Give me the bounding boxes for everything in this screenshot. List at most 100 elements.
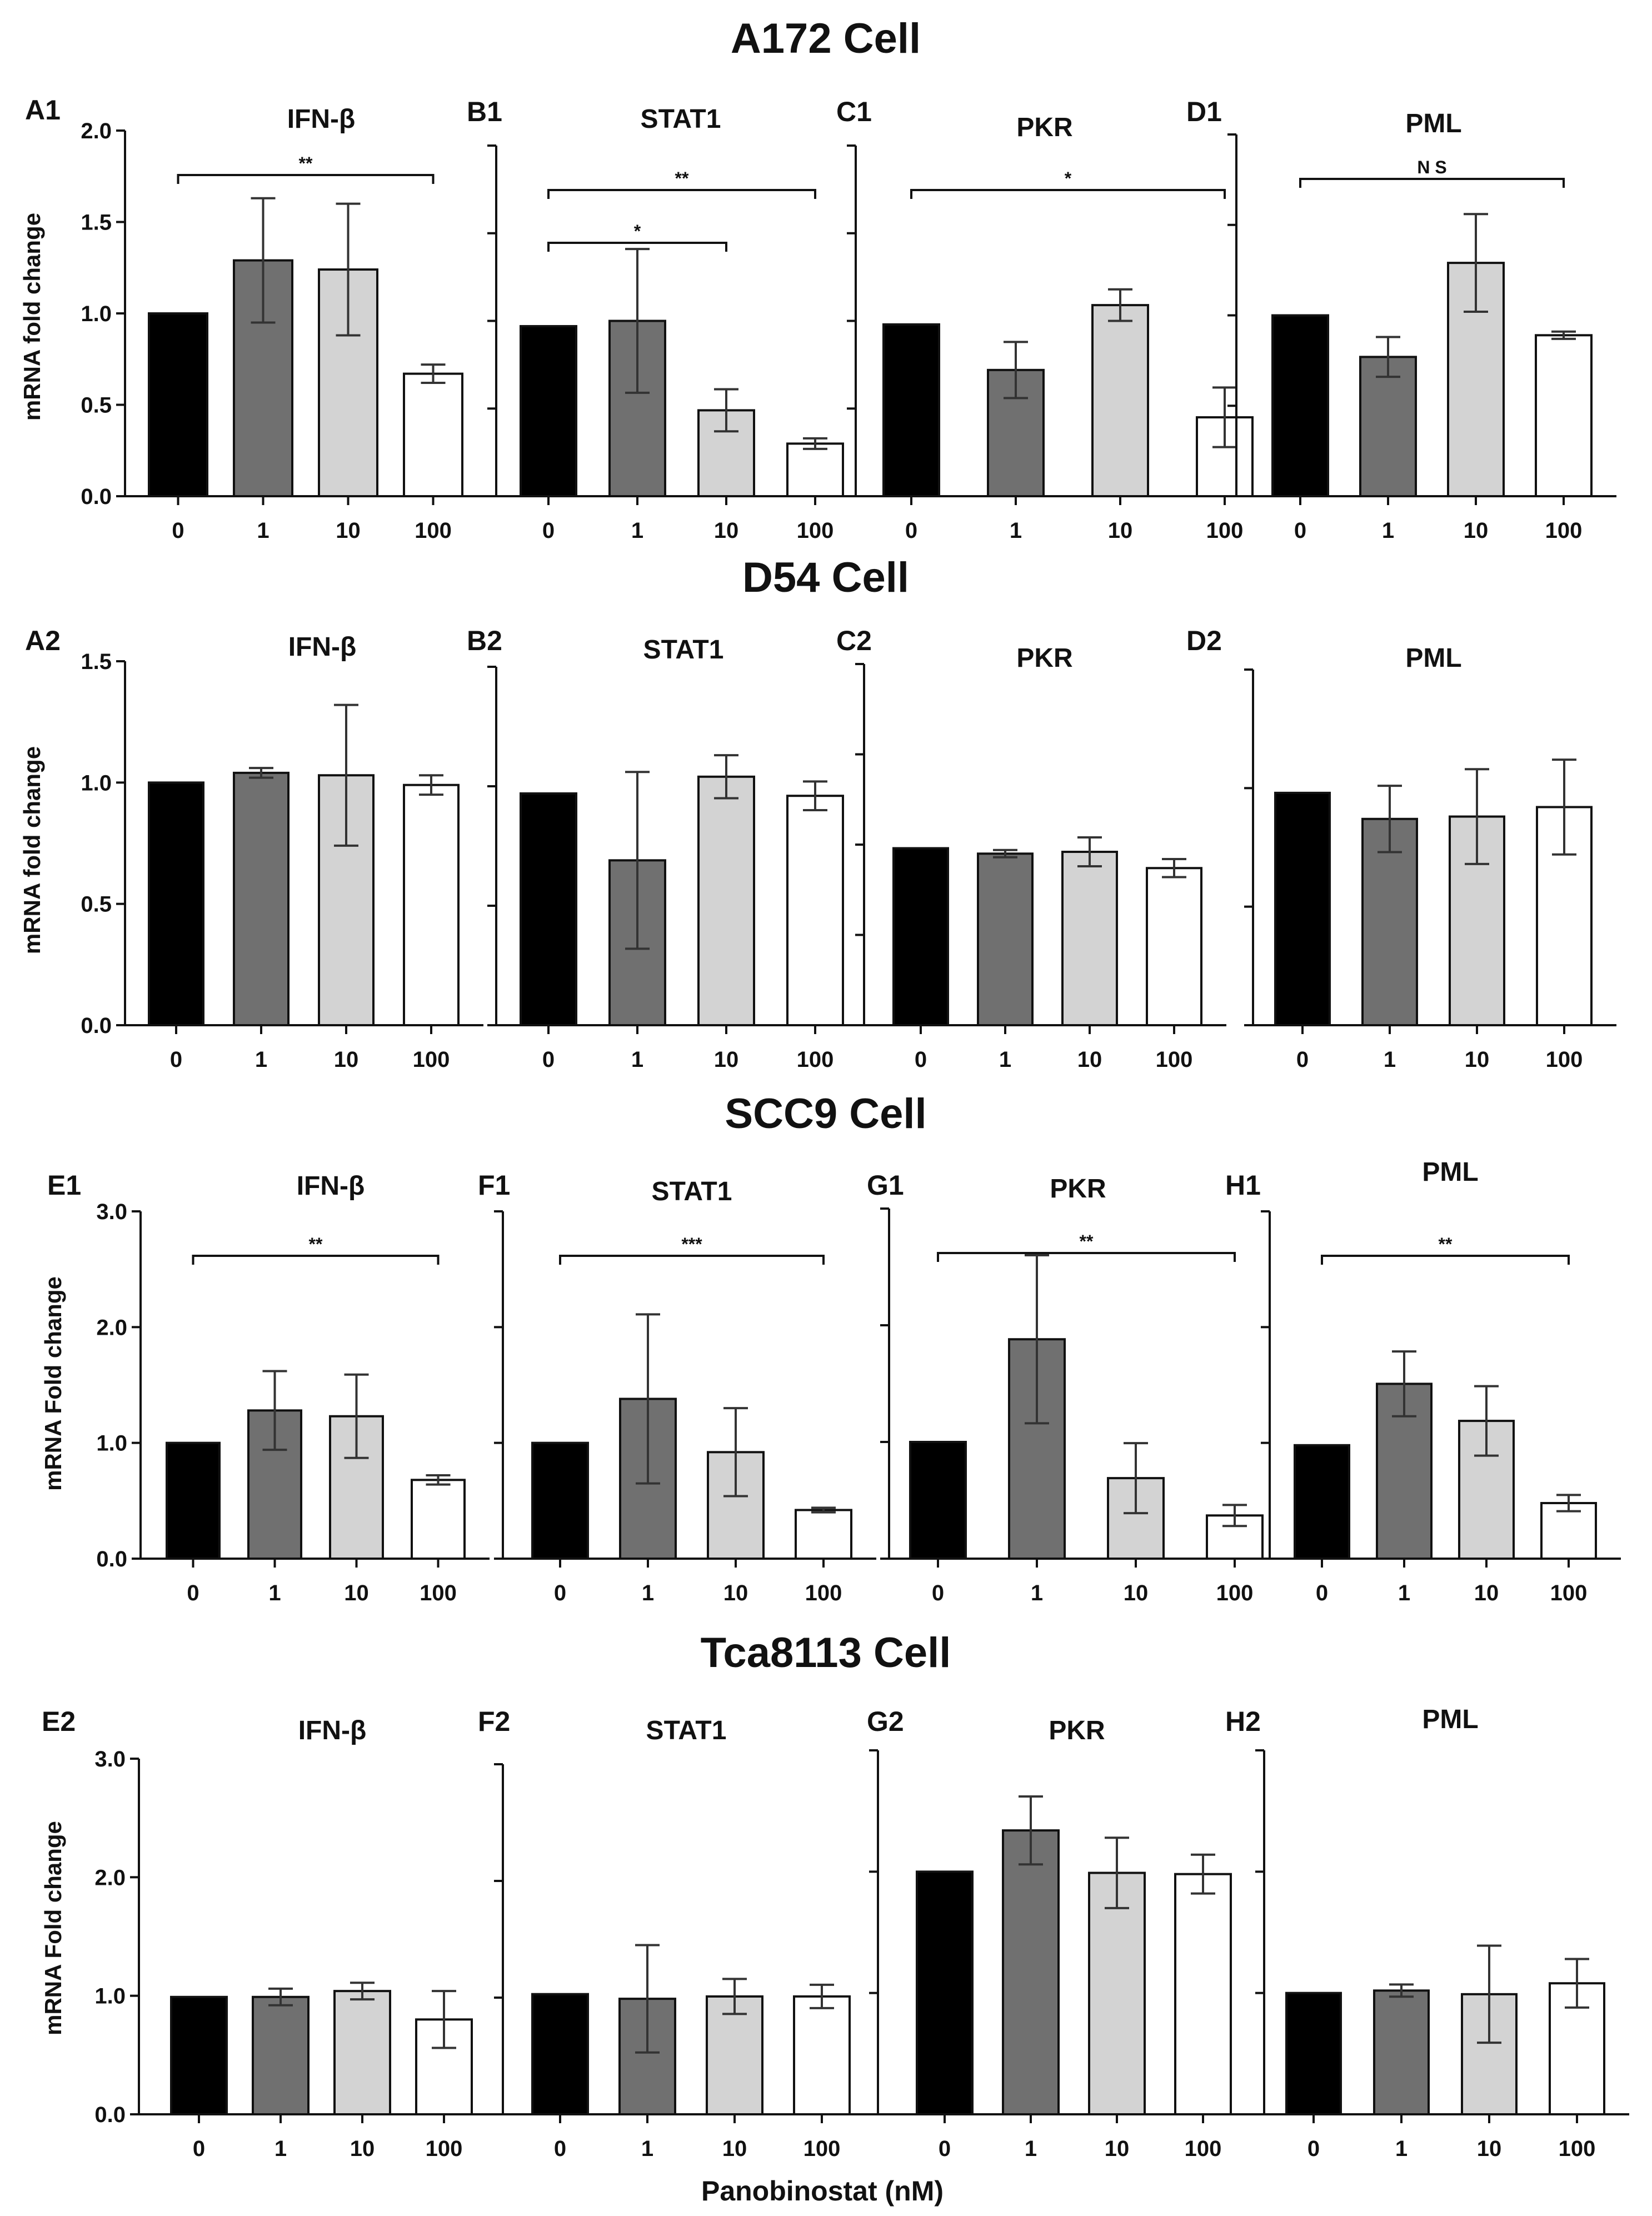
y-tick-label-a2-2: 1.0 bbox=[81, 771, 112, 795]
x-tick-label-e2-2: 10 bbox=[350, 2137, 375, 2161]
significance-label-h1-0: ** bbox=[1439, 1234, 1453, 1254]
bar-a2-0 bbox=[148, 781, 204, 1027]
panel-a1: A1 IFN-β 0.0 0.5 1.0 1.5 2.0 0 1 10 100 ** bbox=[25, 94, 487, 543]
x-tick-label-d1-0: 0 bbox=[1294, 518, 1306, 543]
section-title-tca8113: Tca8113 Cell bbox=[701, 1629, 951, 1676]
bar-h2-0 bbox=[1285, 1992, 1342, 2116]
section-title-d54: D54 Cell bbox=[742, 554, 909, 601]
bar-c2-1 bbox=[977, 852, 1034, 1026]
significance-label-e1-0: ** bbox=[309, 1234, 323, 1254]
significance-bracket-e1-0 bbox=[192, 1255, 440, 1265]
bar-c2-100 bbox=[1146, 867, 1202, 1026]
x-tick-label-b2-2: 10 bbox=[714, 1047, 739, 1072]
x-tick-label-a2-0: 0 bbox=[170, 1047, 182, 1072]
x-tick-label-g2-1: 1 bbox=[1025, 2137, 1037, 2161]
y-axis-title-row2: mRNA fold change bbox=[19, 746, 45, 954]
x-tick-label-f1-0: 0 bbox=[554, 1581, 566, 1605]
y-tick-label-a2-3: 1.5 bbox=[81, 650, 112, 674]
y-axis-title-row4: mRNA Fold change bbox=[40, 1821, 66, 2035]
y-tick-label-a1-2: 1.0 bbox=[81, 302, 112, 326]
panel-d2: D2 PML 0 1 10 100 bbox=[1186, 625, 1616, 1072]
x-tick-label-g2-3: 100 bbox=[1185, 2137, 1222, 2161]
x-tick-label-c1-1: 1 bbox=[1010, 518, 1022, 543]
gene-title-g1: PKR bbox=[1050, 1174, 1106, 1204]
gene-title-f1: STAT1 bbox=[652, 1177, 732, 1206]
significance-label-f1-0: *** bbox=[681, 1234, 702, 1254]
y-tick-label-e1-3: 3.0 bbox=[96, 1200, 127, 1224]
panel-e1: E1 IFN-β 0.0 1.0 2.0 3.0 0 1 10 100 ** bbox=[47, 1170, 490, 1605]
panel-f1: F1 STAT1 0 1 10 100 *** bbox=[478, 1170, 876, 1605]
x-tick-label-h2-3: 100 bbox=[1559, 2137, 1596, 2161]
gene-title-f2: STAT1 bbox=[646, 1716, 727, 1745]
gene-title-b2: STAT1 bbox=[643, 635, 724, 665]
x-tick-label-a1-0: 0 bbox=[172, 518, 184, 543]
gene-title-e2: IFN-β bbox=[298, 1716, 367, 1745]
panel-label-d2: D2 bbox=[1186, 625, 1222, 656]
panel-b2: B2 STAT1 0 1 10 100 bbox=[467, 625, 868, 1072]
bar-e2-0 bbox=[170, 1995, 228, 2116]
y-axis-title-row1: mRNA fold change bbox=[19, 213, 45, 421]
y-tick-label-e2-3: 3.0 bbox=[94, 1747, 126, 1771]
significance-bracket-b1-1 bbox=[547, 242, 727, 252]
x-tick-label-h1-1: 1 bbox=[1398, 1581, 1410, 1605]
bar-f1-100 bbox=[795, 1509, 852, 1560]
x-tick-label-d1-3: 100 bbox=[1545, 518, 1583, 543]
x-tick-label-g2-2: 10 bbox=[1105, 2137, 1130, 2161]
x-tick-label-a1-1: 1 bbox=[257, 518, 269, 543]
x-tick-label-c1-0: 0 bbox=[905, 518, 917, 543]
y-tick-label-a1-3: 1.5 bbox=[81, 211, 112, 235]
x-tick-label-g1-2: 10 bbox=[1124, 1581, 1149, 1605]
bar-g2-0 bbox=[916, 1870, 974, 2115]
panel-label-f2: F2 bbox=[478, 1706, 510, 1737]
x-tick-label-d2-1: 1 bbox=[1384, 1047, 1396, 1072]
significance-label-g1-0: ** bbox=[1080, 1231, 1094, 1251]
bar-c2-0 bbox=[892, 847, 949, 1026]
y-tick-label-a1-0: 0.0 bbox=[81, 485, 112, 509]
x-tick-label-h2-1: 1 bbox=[1395, 2137, 1408, 2161]
x-tick-label-h1-2: 10 bbox=[1474, 1581, 1499, 1605]
significance-bracket-d1-0 bbox=[1299, 178, 1565, 188]
panel-label-e2: E2 bbox=[42, 1706, 76, 1737]
bar-b2-0 bbox=[520, 792, 577, 1027]
x-tick-label-e2-3: 100 bbox=[426, 2137, 463, 2161]
x-tick-label-g1-0: 0 bbox=[932, 1581, 944, 1605]
bar-e2-10 bbox=[333, 1990, 391, 2115]
x-tick-label-a1-2: 10 bbox=[336, 518, 361, 543]
bar-d1-100 bbox=[1535, 334, 1593, 497]
x-tick-label-b2-1: 1 bbox=[631, 1047, 643, 1072]
panel-c2: C2 PKR 0 1 10 100 bbox=[836, 625, 1226, 1072]
panel-h2: H2 PML 0 1 10 100 bbox=[1225, 1705, 1629, 2161]
bar-b1-100 bbox=[786, 442, 844, 497]
panel-label-b1: B1 bbox=[467, 96, 502, 127]
x-tick-label-a1-3: 100 bbox=[415, 518, 452, 543]
gene-title-b1: STAT1 bbox=[641, 104, 721, 134]
gene-title-d2: PML bbox=[1405, 643, 1461, 673]
panel-g1: G1 PKR 0 1 10 100 ** bbox=[867, 1170, 1287, 1605]
panel-e2: E2 IFN-β 0.0 1.0 2.0 3.0 0 1 10 100 bbox=[42, 1706, 497, 2161]
x-tick-label-b1-2: 10 bbox=[714, 518, 739, 543]
section-title-scc9: SCC9 Cell bbox=[725, 1090, 926, 1137]
bar-h2-1 bbox=[1373, 1989, 1430, 2116]
y-tick-label-a1-1: 0.5 bbox=[81, 393, 112, 418]
x-tick-label-e1-0: 0 bbox=[187, 1581, 199, 1605]
x-tick-label-f2-0: 0 bbox=[554, 2137, 566, 2161]
bar-a1-100 bbox=[403, 372, 463, 497]
x-tick-label-h2-2: 10 bbox=[1477, 2137, 1502, 2161]
bar-e1-0 bbox=[166, 1441, 221, 1560]
panel-h1: H1 PML 0 1 10 100 ** bbox=[1225, 1157, 1621, 1605]
x-tick-label-f2-1: 1 bbox=[641, 2137, 653, 2161]
gene-title-e1: IFN-β bbox=[297, 1171, 365, 1201]
panel-c1: C1 PKR 0 1 10 100 * bbox=[836, 96, 1277, 543]
x-tick-label-c2-1: 1 bbox=[999, 1047, 1011, 1072]
significance-label-d1-0: N S bbox=[1417, 157, 1446, 177]
x-tick-label-d1-2: 10 bbox=[1464, 518, 1489, 543]
x-axis-title: Panobinostat (nM) bbox=[701, 2175, 944, 2207]
panel-label-b2: B2 bbox=[467, 625, 502, 656]
x-tick-label-b2-3: 100 bbox=[797, 1047, 834, 1072]
x-tick-label-b1-1: 1 bbox=[631, 518, 643, 543]
x-tick-label-f2-2: 10 bbox=[722, 2137, 747, 2161]
x-tick-label-c2-2: 10 bbox=[1077, 1047, 1102, 1072]
x-tick-label-f2-3: 100 bbox=[803, 2137, 841, 2161]
